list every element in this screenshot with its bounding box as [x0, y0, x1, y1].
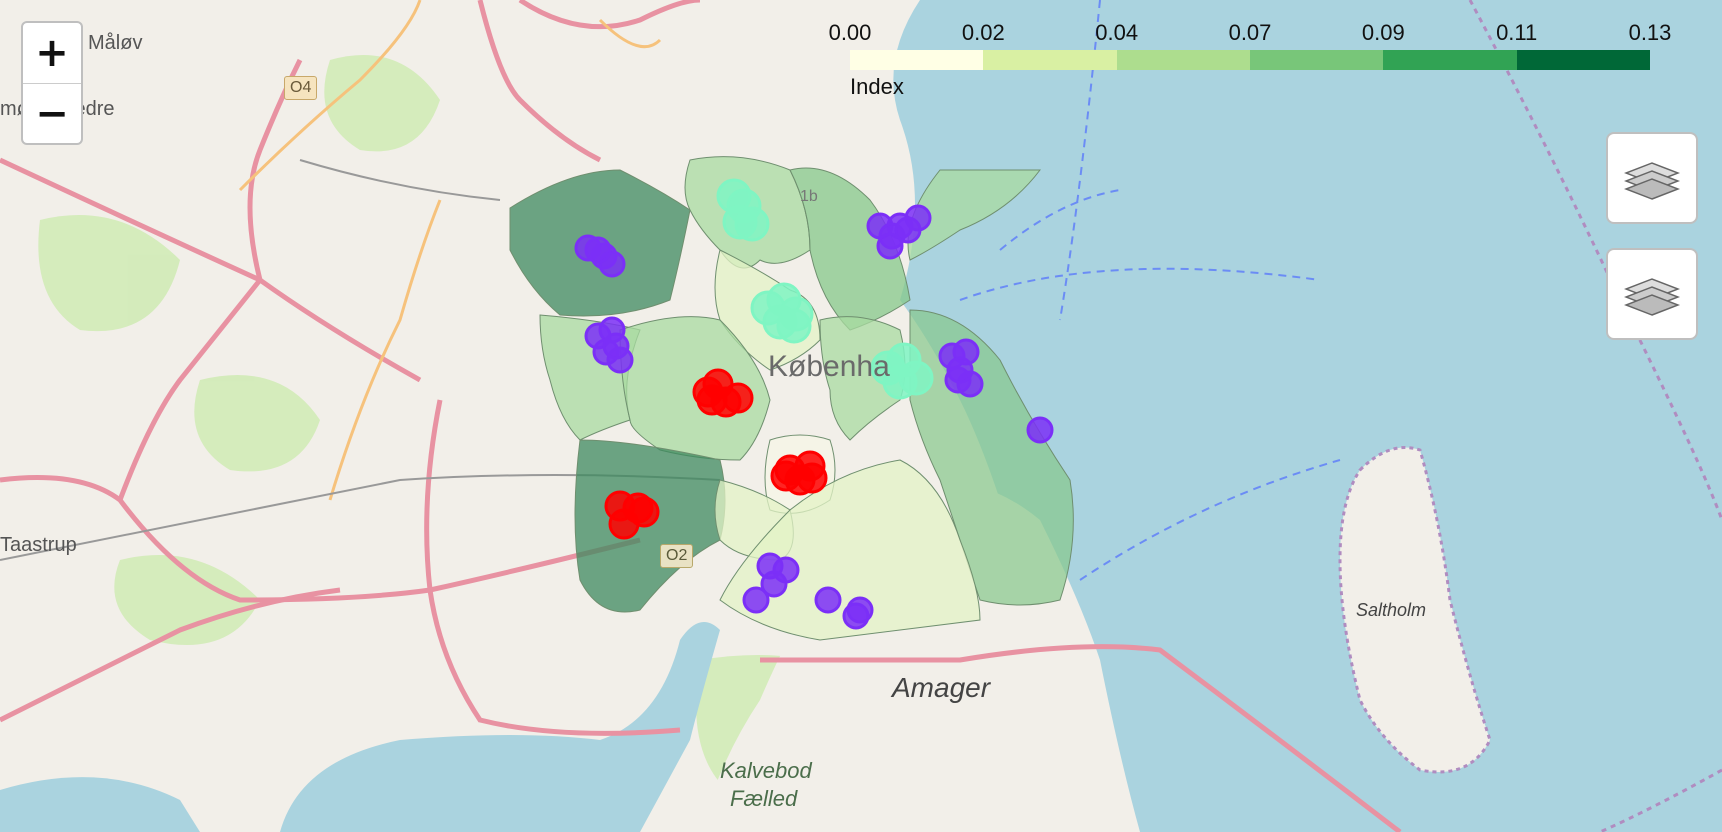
marker-purple[interactable]: [1026, 416, 1054, 444]
kalveboderne-water: [280, 622, 720, 832]
marker-red[interactable]: [722, 382, 754, 414]
marker-purple[interactable]: [584, 236, 612, 264]
marker-mint[interactable]: [898, 360, 934, 396]
zoom-out-button[interactable]: −: [35, 91, 69, 137]
marker-mint[interactable]: [734, 206, 770, 242]
district-indre-by: [819, 316, 906, 441]
legend-tick-label: 0.00: [828, 20, 872, 45]
primary-roads: [238, 0, 662, 501]
legend-color-step: [1116, 50, 1250, 70]
place-label-saltholm: Saltholm: [1356, 600, 1427, 620]
place-label-amager: Amager: [892, 672, 991, 703]
place-label-faelled: Fælled: [730, 786, 798, 811]
marker-purple[interactable]: [894, 216, 922, 244]
marker-layer: [574, 178, 1054, 630]
legend-color-step: [1383, 50, 1517, 70]
marker-purple[interactable]: [842, 602, 870, 630]
legend-tick-label: 0.02: [961, 20, 1005, 45]
marker-purple[interactable]: [946, 356, 974, 384]
layers-toggle-2[interactable]: [1606, 248, 1698, 340]
legend-color-step: [983, 50, 1117, 70]
district-østerbro-north: [789, 167, 911, 331]
marker-purple[interactable]: [876, 232, 904, 260]
oresund-water: [893, 0, 1722, 832]
legend-tick-label: 0.07: [1228, 20, 1272, 45]
place-label-kalvebod: Kalvebod: [720, 758, 812, 783]
marker-mint[interactable]: [776, 308, 812, 344]
south-water: [0, 777, 200, 832]
road-label-o4: O4: [284, 76, 318, 100]
zoom-in-button[interactable]: +: [23, 23, 81, 84]
legend-color-step: [850, 50, 984, 70]
legend-color-step: [1516, 50, 1650, 70]
road-label-o2: O2: [660, 544, 694, 568]
legend-caption: Index: [850, 74, 904, 99]
marker-purple[interactable]: [602, 332, 630, 360]
ferry-routes: [959, 0, 1341, 581]
legend-color-bar: [850, 50, 1650, 70]
marker-red[interactable]: [696, 384, 728, 416]
marker-purple[interactable]: [742, 586, 770, 614]
layers-toggle-1[interactable]: [1606, 132, 1698, 224]
marker-red[interactable]: [622, 492, 654, 524]
place-label-taastrup: Taastrup: [0, 534, 77, 556]
layers-icon: [1624, 278, 1680, 316]
saltholm-island: [1338, 446, 1492, 774]
legend-tick-label: 0.04: [1095, 20, 1139, 45]
zoom-control: + −: [21, 21, 83, 145]
admin-boundaries: [1468, 0, 1722, 832]
legend-tick-label: 0.09: [1361, 20, 1405, 45]
legend-tick-label: 0.13: [1628, 20, 1672, 45]
legend-tick-label: 0.11: [1496, 20, 1538, 45]
place-label-malov: Måløv: [88, 32, 143, 54]
district-amager-vest: [719, 459, 981, 641]
legend-color-step: [1249, 50, 1384, 70]
layers-icon: [1624, 162, 1680, 200]
marker-red[interactable]: [770, 460, 802, 492]
marker-purple[interactable]: [760, 570, 788, 598]
color-legend: 0.00 0.02 0.04 0.07 0.09 0.11 0.13 Index: [829, 20, 1672, 100]
marker-red[interactable]: [796, 462, 828, 494]
marker-purple[interactable]: [814, 586, 842, 614]
road-label-1b: 1b: [800, 188, 818, 205]
place-label-kobenhavn: Københa: [768, 350, 890, 383]
